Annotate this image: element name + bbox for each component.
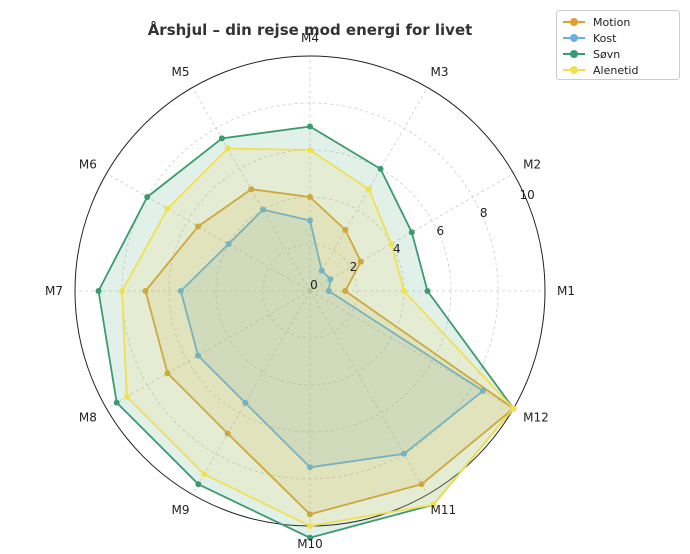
data-point-motion-m9 (224, 430, 231, 437)
category-label-m11: M11 (431, 503, 457, 517)
r-tick-label: 6 (436, 224, 444, 238)
series-fill-kost (180, 209, 484, 468)
category-label-m10: M10 (297, 537, 323, 550)
data-point-kost-m3 (318, 267, 325, 274)
data-point-kost-m12 (480, 387, 486, 394)
data-point-søvn-m3 (377, 165, 384, 172)
data-point-alenetid-m8 (123, 393, 130, 400)
data-point-kost-m5 (260, 206, 266, 213)
legend-swatch (563, 32, 585, 44)
r-tick-label: 4 (393, 242, 401, 256)
category-label-m4: M4 (301, 31, 319, 45)
data-point-alenetid-m6 (164, 205, 171, 212)
category-label-m7: M7 (45, 284, 63, 298)
data-point-motion-m5 (248, 186, 255, 193)
legend-swatch (563, 64, 585, 76)
legend-label: Kost (593, 31, 617, 45)
category-label-m2: M2 (523, 158, 541, 172)
data-point-motion-m7 (142, 288, 149, 294)
data-point-alenetid-m12 (510, 405, 517, 412)
data-point-motion-m3 (342, 226, 349, 233)
data-point-søvn-m5 (218, 135, 225, 142)
data-point-alenetid-m10 (307, 523, 313, 529)
data-point-søvn-m7 (95, 288, 102, 294)
data-point-motion-m6 (195, 223, 202, 230)
category-label-m1: M1 (557, 284, 575, 298)
data-point-motion-m2 (357, 258, 364, 265)
category-label-m9: M9 (172, 503, 190, 517)
data-point-motion-m8 (164, 370, 171, 377)
data-point-kost-m6 (225, 241, 232, 247)
data-point-søvn-m4 (307, 123, 313, 130)
category-label-m6: M6 (79, 158, 97, 172)
category-label-m5: M5 (172, 65, 190, 79)
data-point-kost-m11 (401, 450, 407, 457)
series-fill-motion (145, 189, 514, 515)
radar-series (95, 123, 517, 541)
r-tick-label: 10 (519, 188, 534, 202)
data-point-kost-m10 (307, 464, 313, 471)
r-tick-label: 8 (480, 206, 488, 220)
legend-item-motion: Motion (563, 14, 673, 30)
data-point-alenetid-m11 (430, 501, 437, 508)
data-point-søvn-m1 (424, 288, 431, 294)
radar-labels: 0 2 4 6 8 10 M1 M2 M3 M4 M5 M6 M7 M8 M9 M10 M11 M12 (45, 31, 575, 551)
data-point-alenetid-m7 (119, 288, 125, 294)
legend-label: Motion (593, 15, 631, 29)
data-point-kost-m9 (242, 399, 249, 406)
data-point-kost-m4 (307, 217, 313, 224)
legend-item-kost: Kost (563, 30, 673, 46)
legend-swatch (563, 16, 585, 28)
r-tick-label: 2 (350, 260, 358, 274)
data-point-alenetid-m4 (307, 147, 313, 153)
category-label-m12: M12 (523, 411, 549, 425)
data-point-søvn-m9 (195, 481, 202, 488)
grid-circle (262, 243, 358, 339)
data-point-motion-m11 (418, 481, 425, 488)
legend-label: Alenetid (593, 63, 639, 77)
data-point-alenetid-m2 (388, 241, 395, 247)
r-tick-label: 0 (310, 278, 318, 292)
data-point-alenetid-m5 (224, 145, 231, 152)
legend-item-alenetid: Alenetid (563, 62, 673, 78)
data-point-alenetid-m9 (201, 471, 208, 478)
data-point-søvn-m2 (408, 229, 415, 236)
data-point-kost-m8 (195, 352, 202, 359)
data-point-motion-m1 (342, 288, 349, 294)
category-label-m8: M8 (79, 411, 97, 425)
legend-swatch (563, 48, 585, 60)
chart-title: Årshjul – din rejse mod energi for livet (148, 20, 473, 39)
data-point-søvn-m6 (144, 194, 151, 200)
data-point-kost-m1 (325, 288, 332, 294)
data-point-søvn-m8 (113, 399, 120, 406)
data-point-søvn-m10 (307, 534, 313, 541)
data-point-kost-m7 (177, 288, 184, 294)
legend-label: Søvn (593, 47, 621, 61)
data-point-kost-m2 (327, 276, 334, 283)
data-point-alenetid-m1 (401, 288, 407, 294)
data-point-motion-m4 (307, 194, 313, 200)
category-label-m3: M3 (431, 65, 449, 79)
series-fill-alenetid (122, 148, 514, 526)
data-point-motion-m10 (307, 511, 313, 518)
chart-legend: Motion Kost Søvn Alenetid (556, 10, 680, 80)
legend-item-søvn: Søvn (563, 46, 673, 62)
data-point-alenetid-m3 (365, 186, 372, 193)
